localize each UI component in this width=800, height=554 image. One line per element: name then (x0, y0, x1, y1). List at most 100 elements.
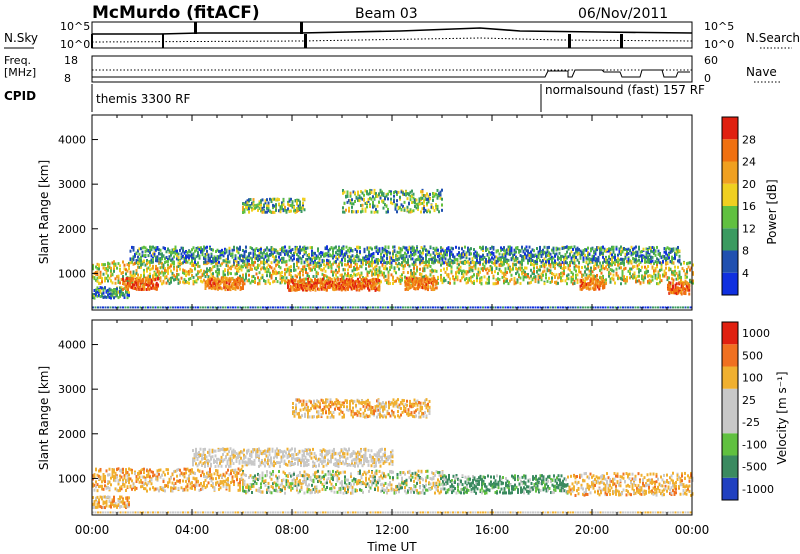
power-cell (167, 263, 169, 267)
power-cell (430, 205, 433, 209)
power-cell (291, 201, 294, 205)
power-cell (110, 294, 112, 298)
power-cell (145, 287, 148, 291)
power-cell (497, 280, 499, 284)
power-cell (242, 257, 244, 261)
power-cell (329, 264, 331, 268)
power-cell (375, 268, 378, 272)
power-cell (576, 273, 579, 277)
power-cell (528, 252, 531, 256)
power-cell (350, 273, 352, 277)
power-cell (123, 267, 126, 271)
power-cell (183, 257, 186, 261)
power-cell (380, 280, 382, 284)
power-cell (566, 282, 568, 286)
power-cell (303, 260, 306, 264)
power-cell (279, 207, 282, 211)
power-cell (533, 272, 535, 276)
power-cell (494, 263, 496, 267)
power-cell (525, 266, 528, 270)
power-cell (394, 207, 397, 211)
power-cell (430, 287, 433, 291)
power-cell (409, 208, 412, 212)
power-cell (204, 262, 207, 266)
power-cell (440, 256, 442, 260)
power-cell (237, 266, 240, 270)
power-cell (525, 256, 528, 260)
power-cell (113, 264, 115, 268)
power-cell (666, 246, 669, 250)
power-cell (146, 248, 148, 252)
power-cell (227, 278, 229, 282)
power-cell (489, 252, 492, 256)
power-cell (421, 207, 424, 211)
power-cell (576, 265, 579, 269)
power-cell (248, 254, 250, 258)
power-cell (173, 255, 175, 259)
power-cell (180, 276, 183, 280)
power-cell (132, 277, 134, 281)
power-cell (138, 257, 141, 261)
power-cell (176, 254, 178, 258)
power-cell (641, 250, 643, 254)
power-cell (297, 204, 300, 208)
power-cell (218, 284, 221, 288)
power-cell (252, 248, 255, 252)
power-cell (354, 259, 357, 263)
power-cell (436, 204, 439, 208)
power-cell (570, 258, 573, 262)
power-cell (639, 281, 642, 285)
power-cell (357, 255, 360, 259)
power-cell (155, 264, 157, 268)
noise-tick-left-top: 10^5 (60, 20, 90, 33)
power-cell (266, 210, 268, 214)
power-cell (246, 258, 249, 262)
power-cell (248, 259, 250, 263)
nsearch-trace (91, 37, 693, 43)
power-cell (648, 257, 651, 261)
power-cell (422, 251, 424, 255)
power-cell (299, 245, 301, 249)
power-cell (326, 252, 328, 256)
power-cell (305, 270, 307, 274)
power-cell (294, 284, 297, 288)
power-cell (254, 249, 256, 253)
power-cell (363, 258, 366, 262)
power-cell (281, 260, 283, 264)
power-cell (293, 278, 296, 282)
power-cell (302, 288, 304, 292)
power-cell (650, 260, 652, 264)
power-cell (551, 248, 553, 252)
power-cell (464, 253, 466, 257)
power-cell (289, 288, 292, 292)
power-cell (284, 252, 286, 256)
power-cell (418, 283, 421, 287)
power-cell (258, 202, 261, 206)
power-cell (582, 278, 584, 282)
power-cell (531, 278, 534, 282)
power-cell (447, 246, 450, 250)
power-cell (269, 248, 271, 252)
power-cell (346, 192, 349, 196)
power-cell (596, 273, 598, 277)
power-cell (648, 253, 651, 257)
power-cell (447, 258, 450, 262)
power-cell (288, 254, 291, 258)
power-cell (474, 261, 477, 265)
power-cell (176, 275, 178, 279)
power-cell (548, 257, 550, 261)
power-cell (322, 277, 324, 281)
power-cell (419, 267, 421, 271)
power-cell (531, 262, 534, 266)
power-cell (336, 264, 339, 268)
power-cell (124, 278, 127, 282)
power-cell (354, 268, 357, 272)
power-cell (137, 277, 139, 281)
power-cell (282, 198, 285, 202)
power-cell (368, 250, 370, 254)
power-cell (642, 255, 645, 259)
power-cell (453, 281, 456, 285)
power-cell (437, 281, 439, 285)
power-cell (122, 275, 124, 279)
power-cell (554, 253, 556, 257)
